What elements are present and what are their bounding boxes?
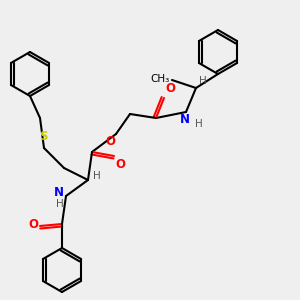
Text: O: O [165,82,175,95]
Text: CH₃: CH₃ [151,74,170,84]
Text: O: O [115,158,125,171]
Text: N: N [54,187,64,200]
Text: S: S [39,130,47,143]
Text: O: O [28,218,38,230]
Text: H: H [199,76,207,86]
Text: O: O [105,135,115,148]
Text: H: H [93,171,101,181]
Text: N: N [180,113,190,126]
Text: H: H [56,199,64,209]
Text: H: H [195,119,203,129]
